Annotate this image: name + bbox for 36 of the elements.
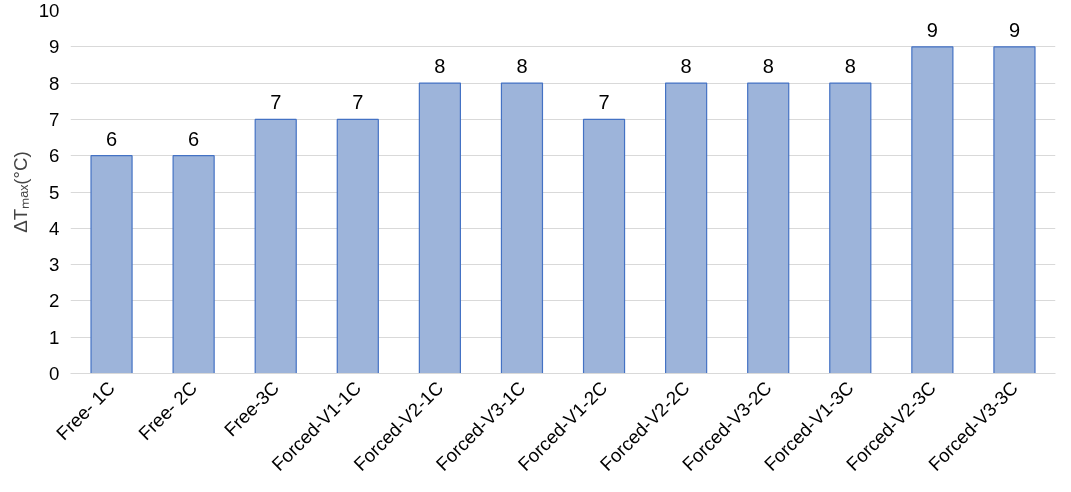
y-tick-label: 7: [49, 108, 60, 130]
bar: [665, 82, 708, 374]
data-label: 8: [762, 55, 774, 78]
bar: [993, 46, 1036, 374]
bar: [829, 82, 872, 374]
bar: [418, 82, 461, 374]
data-label: 8: [680, 55, 692, 78]
bar: [747, 82, 790, 374]
y-tick-label: 2: [49, 290, 60, 312]
y-tick-label: 6: [49, 145, 60, 167]
y-tick-label: 8: [49, 72, 60, 94]
bar: [500, 82, 544, 374]
y-tick-label: 0: [49, 363, 60, 384]
bar: [336, 118, 379, 374]
data-label: 9: [926, 18, 938, 41]
data-label: 6: [105, 127, 118, 150]
data-label: 8: [844, 55, 856, 78]
data-label: 7: [598, 91, 610, 114]
y-axis-title: ΔTₘₐₓ(°C): [9, 151, 31, 233]
data-label: 8: [434, 55, 446, 78]
bar: [254, 118, 297, 374]
data-label: 8: [516, 55, 528, 78]
y-tick-label: 10: [38, 0, 60, 21]
data-label: 7: [352, 91, 364, 114]
y-tick-label: 4: [49, 217, 60, 239]
y-tick-label: 5: [49, 181, 60, 203]
bar: [90, 155, 133, 374]
data-label: 6: [188, 127, 200, 150]
bar: [582, 118, 626, 374]
data-label: 9: [1008, 18, 1021, 41]
bar: [172, 155, 215, 374]
data-label: 7: [270, 91, 282, 114]
y-tick-label: 1: [49, 326, 60, 348]
y-tick-label: 3: [49, 254, 60, 276]
y-tick-label: 9: [49, 36, 60, 58]
bar: [911, 46, 954, 374]
